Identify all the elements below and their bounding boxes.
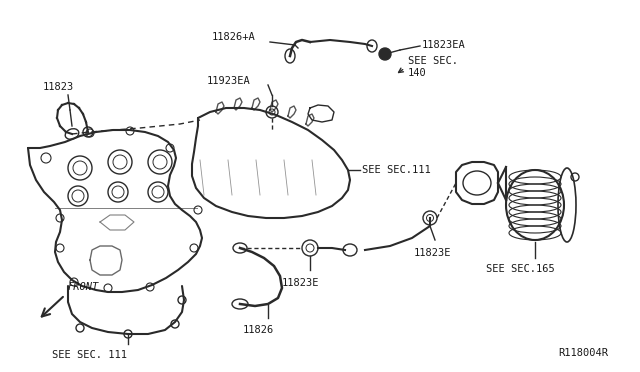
Circle shape [190,244,198,252]
Text: 11823E: 11823E [281,278,319,288]
Text: R118004R: R118004R [558,348,608,358]
Circle shape [126,127,134,135]
Text: FRONT: FRONT [68,282,99,292]
Text: 11923EA: 11923EA [206,76,250,86]
Text: 11823EA: 11823EA [422,40,466,50]
Text: 11823: 11823 [42,82,74,92]
Circle shape [56,244,64,252]
Circle shape [171,320,179,328]
Circle shape [104,284,112,292]
Circle shape [56,214,64,222]
Circle shape [70,278,78,286]
Circle shape [124,330,132,338]
Circle shape [76,324,84,332]
Circle shape [41,153,51,163]
Circle shape [86,129,94,137]
Circle shape [178,296,186,304]
Circle shape [194,206,202,214]
Text: SEE SEC.
140: SEE SEC. 140 [408,57,458,78]
Circle shape [146,283,154,291]
Circle shape [379,48,391,60]
Text: 11823E: 11823E [413,248,451,258]
Text: SEE SEC. 111: SEE SEC. 111 [52,350,127,360]
Text: 11826+A: 11826+A [211,32,255,42]
Text: SEE SEC.111: SEE SEC.111 [362,165,431,175]
Circle shape [166,144,174,152]
Text: 11826: 11826 [243,325,274,335]
Text: SEE SEC.165: SEE SEC.165 [486,264,554,274]
